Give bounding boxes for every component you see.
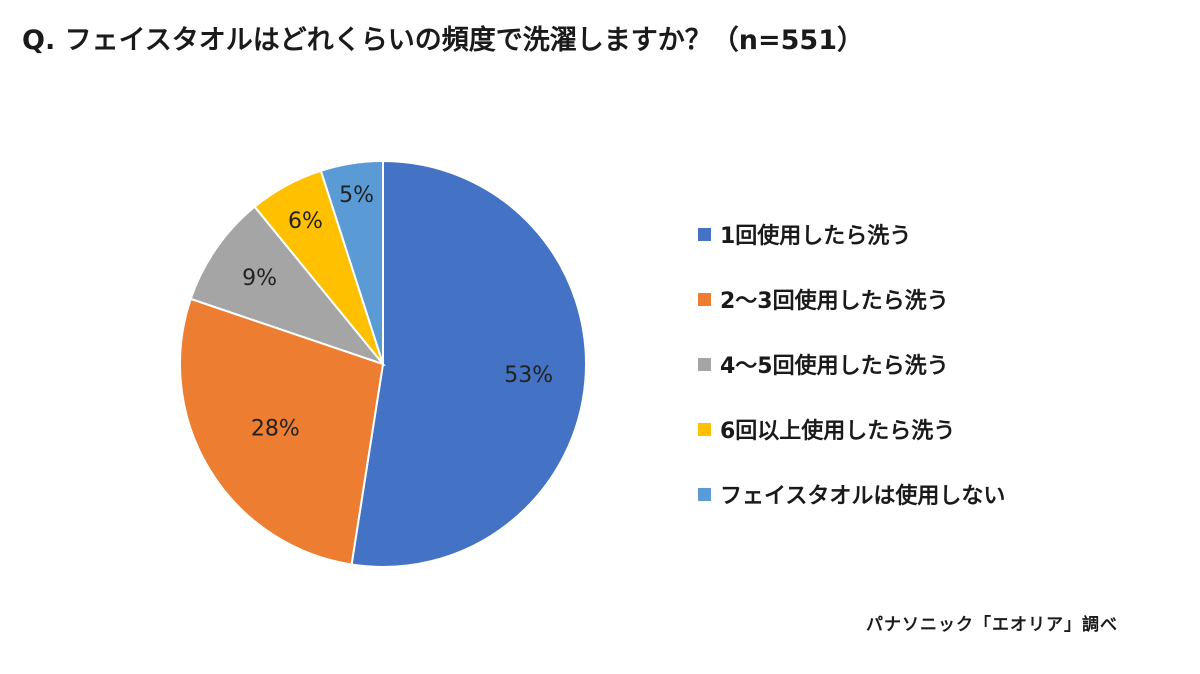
chart-title: Q. フェイスタオルはどれくらいの頻度で洗濯しますか？（n=551） xyxy=(22,25,865,56)
pie-slice-label: 9% xyxy=(242,266,277,291)
legend-swatch xyxy=(698,292,711,306)
pie-slice-label: 5% xyxy=(339,183,374,208)
legend-item: 4～5回使用したら洗う xyxy=(698,344,1005,384)
legend-label: 1回使用したら洗う xyxy=(720,224,912,249)
pie-slice-label: 53% xyxy=(504,363,553,388)
legend-swatch xyxy=(698,227,711,241)
pie-slice xyxy=(319,159,384,365)
legend-label: 2～3回使用したら洗う xyxy=(720,289,949,314)
legend-label: 4～5回使用したら洗う xyxy=(720,354,949,379)
legend-label: フェイスタオルは使用しない xyxy=(720,484,1006,509)
legend-swatch xyxy=(698,357,711,371)
pie-slice xyxy=(179,297,385,566)
legend-label: 6回以上使用したら洗う xyxy=(720,419,956,444)
legend-swatch xyxy=(698,487,711,501)
legend-item: 1回使用したら洗う xyxy=(698,214,1005,254)
pie-slice-label: 6% xyxy=(288,209,323,234)
legend-swatch xyxy=(698,422,711,436)
pie-slice-labels: 53% 28% 9% 6% 5% xyxy=(242,183,553,442)
legend-item: 2～3回使用したら洗う xyxy=(698,279,1005,319)
pie-slices xyxy=(179,159,587,568)
pie-slice xyxy=(350,159,587,568)
pie-slice-label: 28% xyxy=(251,417,300,442)
pie-slice xyxy=(189,205,386,367)
chart-legend: 1回使用したら洗う 2～3回使用したら洗う 4～5回使用したら洗う 6回以上使用… xyxy=(698,214,1005,539)
legend-item: フェイスタオルは使用しない xyxy=(698,474,1005,514)
legend-item: 6回以上使用したら洗う xyxy=(698,409,1005,449)
source-credit: パナソニック「エオリア」調べ xyxy=(866,615,1118,635)
